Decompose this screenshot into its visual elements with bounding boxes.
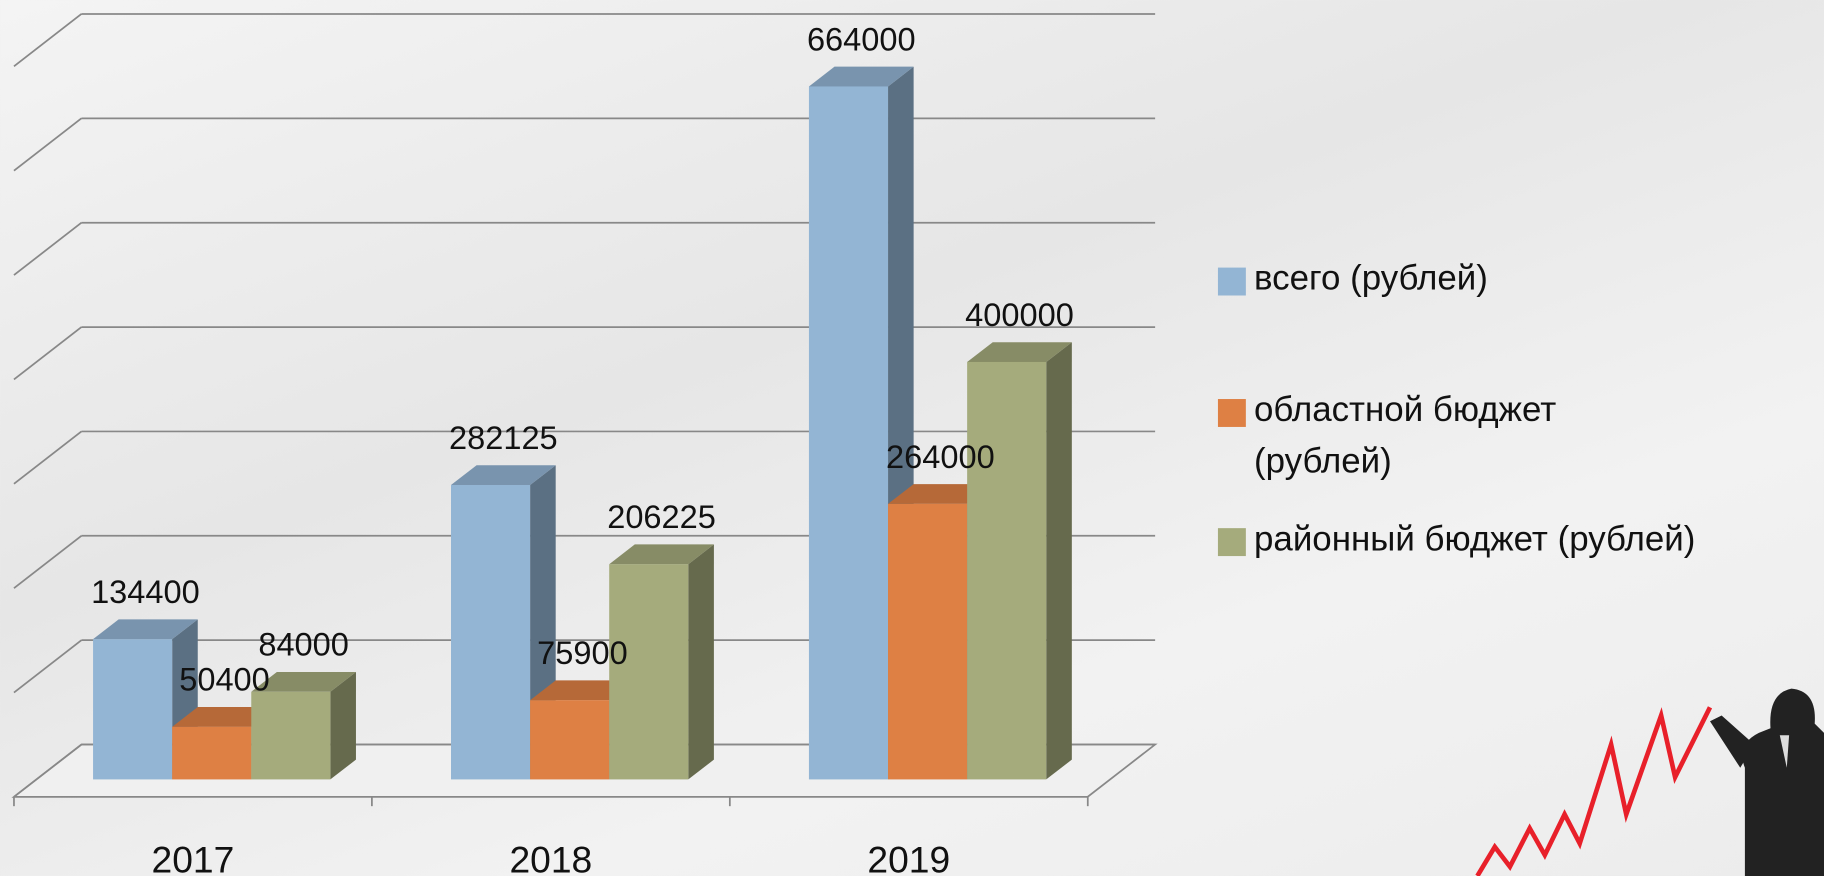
data-label: 400000 — [965, 297, 1074, 333]
grid-line-side — [14, 118, 81, 170]
bar — [172, 727, 251, 780]
bar — [93, 639, 172, 779]
grid-line-side — [14, 327, 81, 379]
grid-line-side — [14, 14, 81, 66]
legend-swatch — [1218, 268, 1246, 296]
page: {"chart_data": {"type": "bar3d", "catego… — [0, 0, 1824, 876]
bar — [809, 86, 888, 779]
legend-item: всего (рублей) — [1254, 254, 1824, 382]
legend-item: районный бюджет (рублей) — [1254, 514, 1824, 642]
grid-line-side — [14, 431, 81, 483]
bar — [967, 362, 1046, 779]
data-label: 282125 — [449, 420, 558, 456]
legend-swatch — [1218, 528, 1246, 556]
data-label: 75900 — [537, 635, 628, 671]
legend-item: областной бюджет (рублей) — [1254, 385, 1824, 513]
legend-label: районный бюджет (рублей) — [1254, 514, 1824, 565]
data-label: 664000 — [807, 21, 916, 57]
data-label: 50400 — [179, 662, 270, 698]
decoration — [1477, 689, 1824, 876]
bar-side — [688, 544, 714, 779]
grid-line-side — [14, 223, 81, 275]
bar — [530, 700, 609, 779]
bar — [888, 504, 967, 780]
legend-label: всего (рублей) — [1254, 254, 1824, 305]
grid-line-side — [14, 536, 81, 588]
x-tick-label: 2017 — [152, 838, 235, 876]
bar-side — [1046, 342, 1072, 779]
chart: 2017 2018 2019 134400 5040084000 282125 75900 2… — [0, 0, 1824, 876]
x-tick-label: 2018 — [509, 838, 592, 876]
data-label: 134400 — [91, 574, 200, 610]
bar — [251, 692, 330, 780]
x-tick-label: 2019 — [867, 838, 950, 876]
bar — [451, 485, 530, 779]
bar — [609, 564, 688, 779]
data-label: 206225 — [607, 499, 716, 535]
data-label: 264000 — [886, 439, 995, 475]
legend-label: областной бюджет (рублей) — [1254, 385, 1650, 486]
legend-swatch — [1218, 399, 1246, 427]
grid-line-side — [14, 640, 81, 692]
data-label: 84000 — [258, 627, 349, 663]
